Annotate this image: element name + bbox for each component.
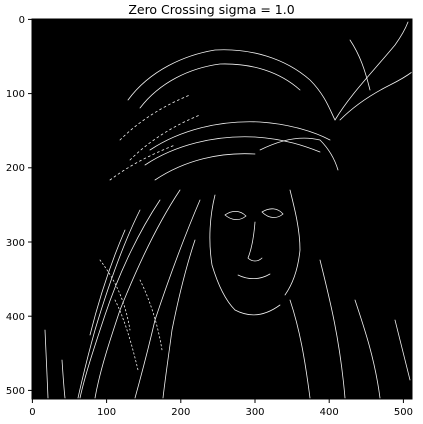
x-tick: 300 bbox=[245, 399, 265, 418]
hair-edge-6 bbox=[89, 229, 126, 336]
hat-brim-edge bbox=[127, 49, 336, 121]
x-tick: 200 bbox=[171, 399, 190, 418]
y-tick-label: 300 bbox=[6, 238, 25, 249]
chin-edge bbox=[234, 304, 281, 316]
y-tick: 200 bbox=[6, 163, 32, 174]
x-tick-label: 500 bbox=[394, 407, 413, 418]
nose-edge bbox=[247, 221, 263, 262]
image-frame bbox=[31, 18, 413, 400]
x-tick-label: 300 bbox=[245, 407, 264, 418]
eye-right-edge bbox=[261, 208, 284, 218]
hair-texture-3 bbox=[139, 279, 163, 351]
x-tick: 0 bbox=[29, 399, 36, 418]
shoulder-edge bbox=[289, 299, 311, 399]
y-tick: 300 bbox=[6, 238, 32, 249]
x-tick: 400 bbox=[320, 399, 339, 418]
feather-texture-3 bbox=[109, 144, 176, 181]
y-tick-label: 400 bbox=[6, 312, 25, 323]
hair-edge-3 bbox=[79, 199, 161, 399]
hair-edge-2 bbox=[134, 199, 201, 399]
y-tick-label: 500 bbox=[6, 386, 25, 397]
face-edge-right bbox=[284, 189, 301, 296]
hat-right-edge bbox=[259, 137, 339, 171]
background-edge-right bbox=[394, 319, 411, 381]
x-tick-label: 100 bbox=[97, 407, 116, 418]
background-edge-left-2 bbox=[61, 359, 66, 399]
x-tick-label: 0 bbox=[29, 407, 35, 418]
x-tick-label: 200 bbox=[171, 407, 190, 418]
hat-band-edge bbox=[149, 121, 331, 151]
x-tick-label: 400 bbox=[320, 407, 339, 418]
edge-lines bbox=[44, 21, 413, 399]
hat-feather-edge bbox=[334, 21, 409, 121]
y-tick: 400 bbox=[6, 312, 32, 323]
image-area bbox=[31, 18, 413, 400]
shawl-edge bbox=[319, 259, 346, 399]
hat-brim-edge-inner bbox=[139, 63, 301, 109]
hair-texture bbox=[99, 259, 131, 331]
y-tick-label: 0 bbox=[19, 15, 25, 26]
feather-texture bbox=[119, 94, 191, 141]
y-tick-label: 200 bbox=[6, 163, 25, 174]
hair-edge-5 bbox=[162, 239, 196, 399]
x-tick: 500 bbox=[394, 399, 413, 418]
hair-texture-2 bbox=[114, 299, 139, 371]
hair-edge-1 bbox=[94, 189, 181, 399]
image-background bbox=[32, 19, 412, 399]
eye-left-edge bbox=[224, 210, 247, 221]
y-axis: 0 100 200 300 400 500 bbox=[6, 15, 32, 397]
hat-feather-edge-3 bbox=[339, 71, 413, 121]
y-tick: 100 bbox=[6, 89, 32, 100]
mouth-edge bbox=[237, 273, 271, 280]
hat-feather-edge-2 bbox=[349, 39, 371, 91]
hat-band-edge-2 bbox=[144, 136, 321, 166]
hat-band-edge-3 bbox=[154, 153, 256, 181]
y-tick-label: 100 bbox=[6, 89, 25, 100]
background-edge-left bbox=[44, 329, 49, 399]
face-edge-left bbox=[209, 194, 236, 311]
y-tick: 0 bbox=[19, 15, 32, 26]
shawl-edge-2 bbox=[354, 299, 381, 399]
figure-title: Zero Crossing sigma = 1.0 bbox=[128, 2, 295, 17]
x-tick: 100 bbox=[97, 399, 116, 418]
y-tick: 500 bbox=[6, 386, 32, 397]
x-axis: 0 100 200 300 400 500 bbox=[29, 399, 413, 418]
hair-edge-4 bbox=[77, 209, 141, 399]
feather-texture-2 bbox=[129, 114, 201, 161]
